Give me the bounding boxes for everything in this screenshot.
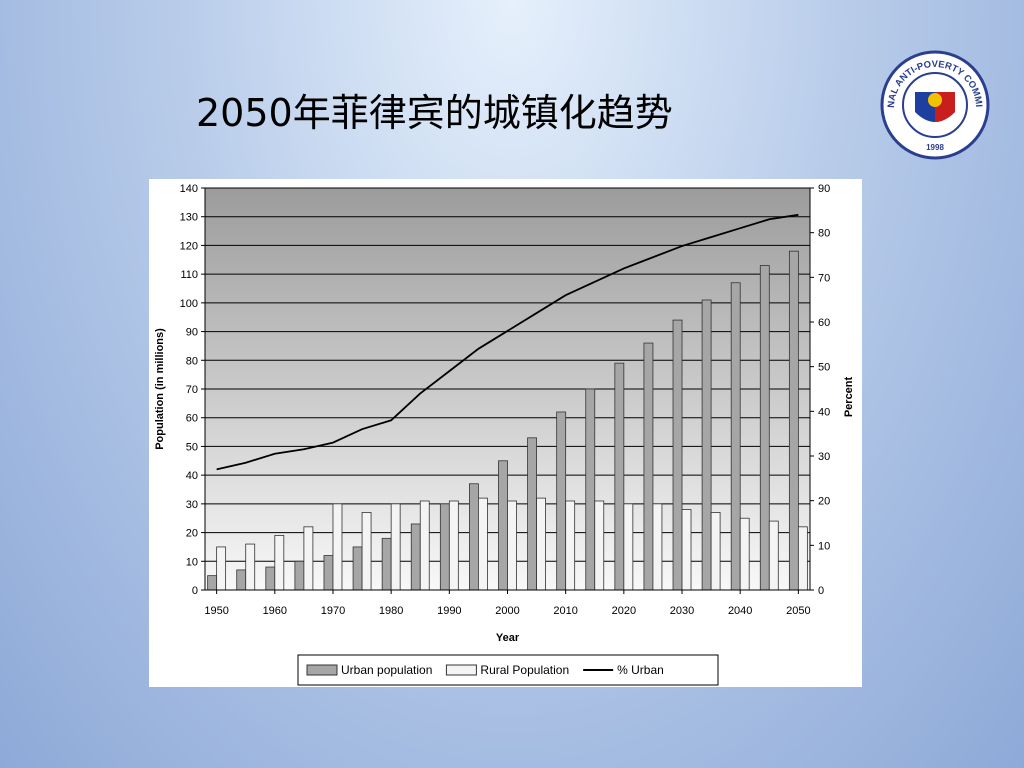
x-tick-label: 1950 bbox=[204, 605, 228, 617]
bar bbox=[797, 526, 808, 591]
bar bbox=[332, 503, 343, 591]
bar bbox=[730, 282, 741, 591]
y-tick-label: 100 bbox=[180, 298, 198, 310]
bar bbox=[710, 512, 721, 591]
y2-tick-label: 40 bbox=[818, 406, 830, 418]
y-tick-label: 50 bbox=[186, 441, 198, 453]
legend-label: Rural Population bbox=[480, 663, 569, 677]
bar bbox=[294, 560, 305, 591]
y-axis-title: Population (in millions) bbox=[154, 328, 166, 450]
y-tick-label: 20 bbox=[186, 528, 198, 540]
logo: NATIONAL ANTI-POVERTY COMMISSION 1998 bbox=[880, 50, 990, 160]
slide-title: 2050年菲律宾的城镇化趋势 bbox=[196, 91, 673, 135]
chart-panel: 0 10 20 30 40 50 60 70 80 90 100 110 120 130 140 0 10 20 3… bbox=[149, 179, 862, 687]
legend-label: % Urban bbox=[617, 663, 664, 677]
y-tick-label: 0 bbox=[192, 585, 198, 597]
x-tick-label: 1970 bbox=[321, 605, 345, 617]
bar bbox=[739, 517, 750, 591]
line bbox=[216, 213, 799, 471]
bar bbox=[236, 569, 247, 591]
y2-tick-label: 90 bbox=[818, 183, 830, 195]
bar bbox=[390, 503, 401, 591]
logo-sun bbox=[928, 93, 942, 107]
y-tick-label: 70 bbox=[186, 384, 198, 396]
bar bbox=[448, 500, 459, 591]
y2-tick-label: 70 bbox=[818, 272, 830, 284]
bar bbox=[556, 411, 567, 591]
bar bbox=[585, 388, 596, 591]
bar bbox=[216, 546, 227, 591]
x-tick-label: 2020 bbox=[612, 605, 636, 617]
bar bbox=[594, 500, 605, 591]
y2-tick-label: 10 bbox=[818, 540, 830, 552]
bar bbox=[478, 497, 488, 591]
y-tick-label: 60 bbox=[186, 413, 198, 425]
bar bbox=[643, 342, 654, 591]
logo-year: 1998 bbox=[926, 143, 944, 152]
bar bbox=[498, 460, 508, 591]
bar bbox=[381, 537, 392, 591]
x-tick-label: 1980 bbox=[379, 605, 403, 617]
x-tick-label: 2040 bbox=[728, 605, 752, 617]
x-tick-label: 2010 bbox=[553, 605, 577, 617]
y-tick-label: 130 bbox=[180, 212, 198, 224]
bar bbox=[352, 546, 363, 591]
bar bbox=[265, 566, 276, 591]
y2-tick-label: 50 bbox=[818, 362, 830, 374]
legend-label: Urban population bbox=[341, 663, 432, 677]
bar bbox=[652, 503, 663, 591]
bar bbox=[245, 543, 256, 591]
bar bbox=[469, 483, 479, 591]
bar bbox=[361, 512, 372, 591]
x-tick-label: 2030 bbox=[670, 605, 694, 617]
legend-swatch bbox=[445, 664, 477, 676]
bar bbox=[323, 555, 334, 591]
x-axis-title: Year bbox=[496, 632, 520, 644]
y2-axis-title: Percent bbox=[843, 376, 855, 417]
bar bbox=[672, 319, 683, 591]
legend-swatch bbox=[306, 664, 338, 676]
y2-tick-label: 30 bbox=[818, 451, 830, 463]
bar bbox=[614, 362, 625, 591]
x-tick-label: 2050 bbox=[786, 605, 810, 617]
y-tick-label: 80 bbox=[186, 355, 198, 367]
bar bbox=[274, 535, 285, 591]
bar bbox=[565, 500, 576, 591]
y2-tick-label: 0 bbox=[818, 585, 824, 597]
bar bbox=[507, 500, 517, 591]
bar bbox=[303, 526, 314, 591]
y-tick-label: 90 bbox=[186, 327, 198, 339]
y-tick-label: 110 bbox=[180, 269, 198, 281]
bar bbox=[536, 497, 546, 591]
y-tick-label: 40 bbox=[186, 470, 198, 482]
x-tick-label: 1960 bbox=[263, 605, 287, 617]
y2-tick-label: 20 bbox=[818, 496, 830, 508]
bar bbox=[768, 520, 779, 591]
bar bbox=[788, 250, 799, 591]
x-tick-label: 1990 bbox=[437, 605, 461, 617]
y-tick-label: 140 bbox=[180, 183, 198, 195]
bar bbox=[701, 299, 712, 591]
bar bbox=[419, 500, 430, 591]
bar bbox=[439, 503, 450, 591]
bar bbox=[681, 509, 692, 591]
bar bbox=[623, 503, 634, 591]
y2-tick-label: 80 bbox=[818, 228, 830, 240]
bar bbox=[759, 265, 770, 591]
bar bbox=[527, 437, 537, 591]
chart: 0102030405060708090100110120130140010203… bbox=[154, 183, 855, 686]
bar bbox=[410, 523, 421, 591]
y2-tick-label: 60 bbox=[818, 317, 830, 329]
y-tick-label: 30 bbox=[186, 499, 198, 511]
y-tick-label: 10 bbox=[186, 556, 198, 568]
legend-box bbox=[297, 654, 719, 686]
x-tick-label: 2000 bbox=[495, 605, 519, 617]
y-tick-label: 120 bbox=[180, 240, 198, 252]
bar bbox=[207, 575, 218, 591]
